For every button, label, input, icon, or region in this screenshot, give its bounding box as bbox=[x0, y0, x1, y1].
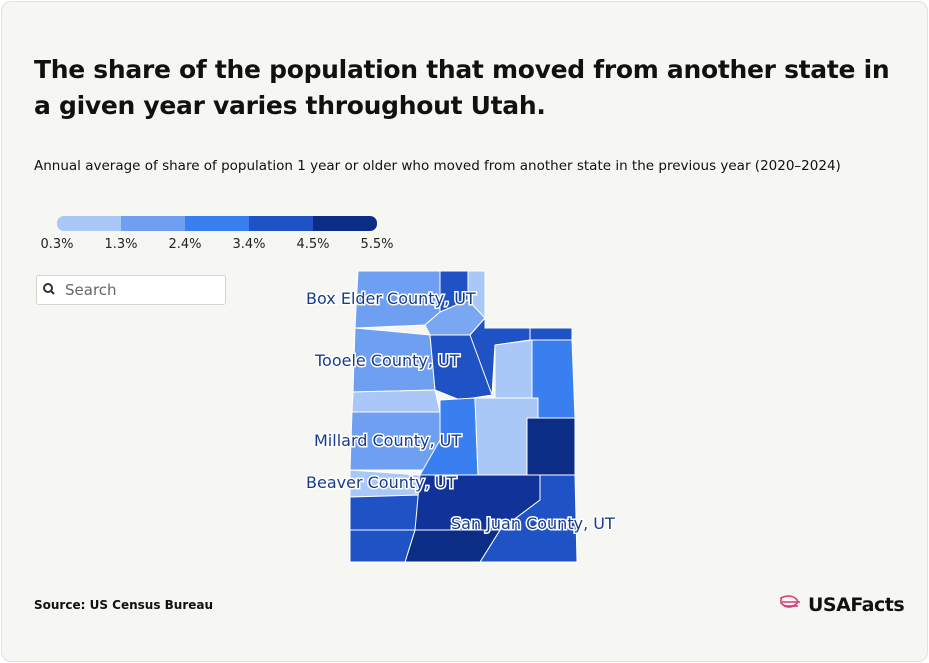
legend-tick-label: 4.5% bbox=[296, 237, 329, 252]
legend-swatch bbox=[313, 216, 377, 231]
legend-tick-label: 2.4% bbox=[168, 237, 201, 252]
legend-tick-label: 5.5% bbox=[360, 237, 393, 252]
legend-swatch bbox=[185, 216, 249, 231]
source: Source: US Census Bureau bbox=[34, 598, 214, 612]
county[interactable] bbox=[351, 389, 441, 413]
county-label: Beaver County, UT bbox=[306, 473, 456, 492]
counties bbox=[349, 270, 578, 563]
county-label: San Juan County, UT bbox=[451, 514, 615, 533]
county[interactable] bbox=[526, 417, 576, 476]
county[interactable] bbox=[349, 529, 416, 563]
legend-swatch bbox=[57, 216, 121, 231]
legend-tick-label: 0.3% bbox=[40, 237, 73, 252]
county[interactable] bbox=[494, 339, 533, 399]
legend: 0.3% 1.3% 2.4% 3.4% 4.5% 5.5% bbox=[40, 216, 394, 252]
subtitle: Annual average of share of population 1 … bbox=[34, 158, 841, 174]
county-label: Millard County, UT bbox=[314, 431, 461, 450]
legend-tick-label: 3.4% bbox=[232, 237, 265, 252]
search-box[interactable]: Search bbox=[36, 275, 226, 305]
logo: USAFacts bbox=[808, 594, 905, 616]
logo-icon bbox=[780, 595, 800, 608]
county[interactable] bbox=[529, 327, 573, 341]
title: The share of the population that moved f… bbox=[34, 55, 890, 120]
county[interactable] bbox=[349, 494, 421, 531]
search-icon bbox=[43, 283, 55, 295]
county-label: Box Elder County, UT bbox=[306, 289, 476, 308]
legend-swatch bbox=[121, 216, 185, 231]
legend-swatch bbox=[249, 216, 313, 231]
county-label: Tooele County, UT bbox=[314, 351, 460, 370]
legend-tick-label: 1.3% bbox=[104, 237, 137, 252]
